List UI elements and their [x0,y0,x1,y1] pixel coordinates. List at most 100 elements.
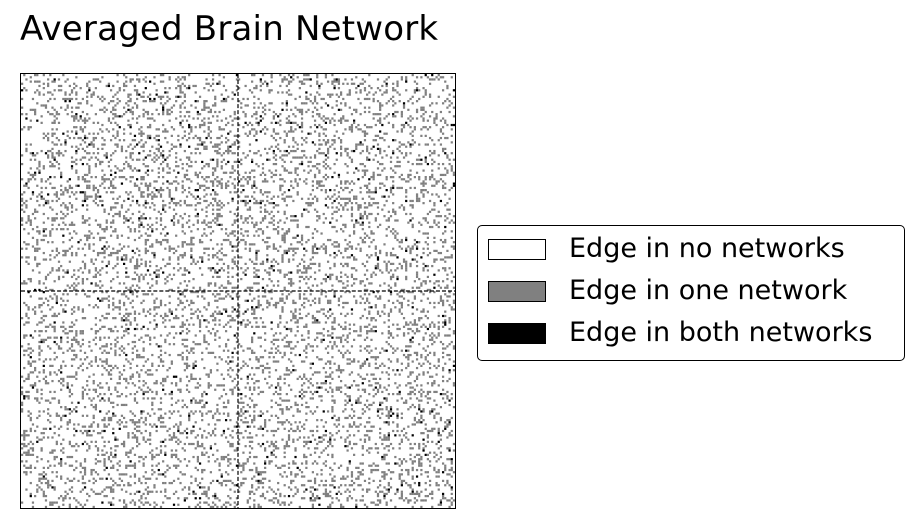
heatmap-cell-one [248,143,252,146]
heatmap-cell-one [40,349,43,352]
heatmap-cell-one [170,147,173,151]
heatmap-cell-one [316,251,319,255]
heatmap-cell-one [138,158,141,161]
heatmap-cell-one [441,117,445,120]
heatmap-cell-one [214,149,217,153]
heatmap-cell-one [307,264,310,268]
heatmap-cell-one [101,100,104,103]
heatmap-cell-one [177,182,180,185]
heatmap-cell-one [96,189,100,192]
heatmap-cell-one [175,145,178,148]
heatmap-cell-one [138,338,141,341]
heatmap-cell-one [331,243,334,246]
heatmap-cell-one [255,249,258,252]
heatmap-cell-one [109,327,113,331]
heatmap-cell-one [101,147,104,151]
heatmap-cell-one [253,128,256,131]
heatmap-cell-one [211,115,215,118]
heatmap-cell-one [129,175,132,179]
heatmap-cell-one [363,173,367,177]
heatmap-cell-one [305,110,308,114]
heatmap-cell-one [290,330,293,333]
heatmap-cell-one [142,78,145,81]
heatmap-cell-one [203,141,206,144]
heatmap-cell-both [405,249,408,252]
heatmap-cell-one [251,186,254,190]
heatmap-cell-one [261,117,265,120]
heatmap-cell-one [309,262,312,266]
heatmap-cell-one [418,158,421,161]
heatmap-cell-one [159,95,163,98]
heatmap-cell-one [433,340,436,344]
heatmap-cell-one [224,141,228,144]
heatmap-cell-one [86,219,89,222]
heatmap-cell-one [131,175,134,179]
heatmap-cell-one [294,128,297,131]
heatmap-cell-one [255,110,258,114]
heatmap-cell-one [376,119,380,122]
heatmap-cell-one [409,247,412,250]
heatmap-cell-one [62,269,65,272]
heatmap-cell-one [107,327,111,331]
heatmap-cell-one [235,84,239,88]
heatmap-cell-one [441,147,445,151]
heatmap-cell-both [162,106,165,109]
heatmap-cell-one [333,119,336,122]
heatmap-cell-one [192,340,195,344]
heatmap-cell-one [261,238,265,242]
heatmap-cell-one [283,301,286,305]
heatmap-cell-one [385,199,388,203]
heatmap-cell-one [339,325,343,328]
heatmap-cell-one [420,325,423,328]
heatmap-cell-one [31,336,35,339]
heatmap-cell-one [253,106,256,109]
heatmap-cell-one [450,134,453,137]
heatmap-cell-one [120,149,124,153]
heatmap-cell-one [309,258,312,261]
heatmap-cell-one [446,97,449,101]
heatmap-cell-one [285,340,288,344]
heatmap-cell-one [298,87,301,90]
heatmap-cell-one [175,87,178,90]
heatmap-cell-one [109,139,113,142]
heatmap-cell-one [140,301,143,305]
heatmap-cell-one [201,141,204,144]
heatmap-cell-one [214,102,217,105]
heatmap-cell-one [305,345,308,348]
heatmap-cell-one [316,345,319,348]
heatmap-cell-one [105,317,108,320]
heatmap-cell-one [372,191,375,194]
heatmap-cell-one [331,217,334,220]
heatmap-cell-both [324,154,328,157]
heatmap-cell-one [164,102,167,105]
heatmap-cell-one [112,186,115,190]
heatmap-cell-one [231,119,234,122]
heatmap-cell-one [411,330,414,333]
heatmap-cell-one [257,306,260,309]
heatmap-cell-one [251,340,254,344]
heatmap-cell-one [372,139,375,142]
heatmap-cell-one [162,110,165,114]
heatmap-cell-one [283,191,286,194]
heatmap-cell-one [120,169,124,172]
heatmap-cell-one [183,199,186,203]
heatmap-cell-one [342,82,345,85]
heatmap-cell-one [75,288,78,292]
heatmap-cell-one [31,308,35,311]
heatmap-cell-one [238,256,241,259]
heatmap-cell-one [83,267,87,270]
heatmap-cell-one [426,236,430,239]
heatmap-cell-one [290,219,293,222]
heatmap-cell-one [198,197,202,200]
heatmap-cell-one [261,262,265,266]
heatmap-cell-one [444,260,447,263]
heatmap-cell-one [196,219,199,222]
heatmap-cell-one [53,325,56,328]
heatmap-cell-one [36,243,39,246]
heatmap-cell-both [368,158,371,161]
heatmap-cell-one [450,128,453,131]
heatmap-cell-both [255,306,258,309]
heatmap-cell-one [266,199,269,203]
heatmap-cell-both [75,149,78,153]
heatmap-cell-one [339,102,343,105]
